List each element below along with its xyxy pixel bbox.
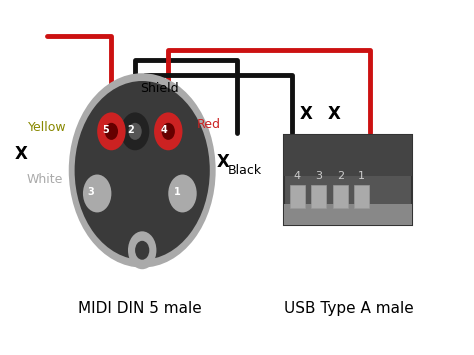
Text: 1: 1 (174, 187, 181, 197)
Ellipse shape (83, 175, 111, 212)
Text: 4: 4 (293, 171, 301, 181)
Text: X: X (15, 146, 28, 163)
Text: 1: 1 (358, 171, 365, 181)
Text: Shield: Shield (140, 82, 178, 95)
Text: USB Type A male: USB Type A male (283, 301, 413, 316)
Text: 5: 5 (102, 125, 109, 135)
Text: White: White (27, 173, 63, 186)
Text: 2: 2 (337, 171, 344, 181)
Ellipse shape (128, 231, 156, 269)
FancyBboxPatch shape (284, 135, 412, 176)
Ellipse shape (168, 175, 197, 212)
Text: Yellow: Yellow (28, 121, 67, 134)
FancyBboxPatch shape (311, 185, 326, 208)
Ellipse shape (121, 113, 149, 150)
FancyBboxPatch shape (284, 135, 412, 225)
Ellipse shape (162, 123, 175, 140)
Ellipse shape (97, 113, 126, 150)
Text: X: X (216, 153, 229, 170)
Text: 3: 3 (88, 187, 94, 197)
FancyBboxPatch shape (354, 185, 369, 208)
Ellipse shape (128, 123, 142, 140)
FancyBboxPatch shape (290, 185, 305, 208)
Ellipse shape (154, 113, 182, 150)
Ellipse shape (105, 123, 118, 140)
Text: 4: 4 (160, 125, 167, 135)
Text: X: X (299, 105, 312, 122)
Text: MIDI DIN 5 male: MIDI DIN 5 male (78, 301, 202, 316)
Text: X: X (328, 105, 341, 122)
Ellipse shape (74, 81, 210, 260)
Text: 3: 3 (315, 171, 322, 181)
Ellipse shape (69, 73, 216, 268)
Text: Red: Red (197, 118, 221, 131)
FancyBboxPatch shape (333, 185, 348, 208)
Text: Black: Black (228, 164, 262, 177)
FancyBboxPatch shape (284, 204, 412, 225)
Ellipse shape (135, 241, 149, 260)
Text: 2: 2 (127, 125, 134, 135)
